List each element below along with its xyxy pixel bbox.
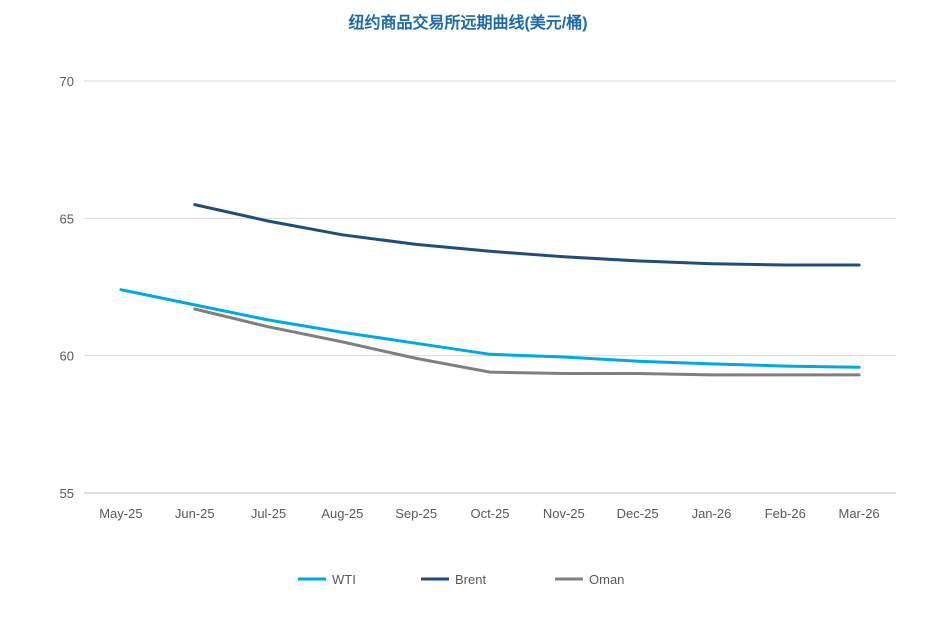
series-line-brent [193, 203, 861, 267]
x-tick-label: May-25 [99, 506, 142, 521]
y-tick-label: 65 [60, 211, 74, 226]
legend-label-brent: Brent [455, 572, 486, 587]
y-tick-label: 70 [60, 74, 74, 89]
x-tick-label: Sep-25 [395, 506, 437, 521]
y-axis-tick-labels: 55 60 65 70 [60, 74, 74, 501]
x-tick-label: Feb-26 [765, 506, 806, 521]
x-tick-label: Jun-25 [175, 506, 215, 521]
x-tick-label: Dec-25 [617, 506, 659, 521]
x-tick-label: Oct-25 [470, 506, 509, 521]
chart-title: 纽约商品交易所远期曲线(美元/桶) [348, 13, 587, 32]
gridlines [84, 80, 896, 494]
series-line-wti [119, 288, 861, 369]
x-axis-tick-labels: May-25 Jun-25 Jul-25 Aug-25 Sep-25 Oct-25 Nov-… [99, 506, 879, 521]
x-tick-label: Jul-25 [251, 506, 286, 521]
series-lines [119, 203, 861, 377]
legend-label-wti: WTI [332, 572, 356, 587]
y-tick-label: 60 [60, 349, 74, 364]
series-line-oman [193, 307, 861, 377]
x-tick-label: Aug-25 [321, 506, 363, 521]
x-tick-label: Mar-26 [838, 506, 879, 521]
legend: WTI Brent Oman [298, 572, 624, 587]
y-tick-label: 55 [60, 486, 74, 501]
x-tick-label: Nov-25 [543, 506, 585, 521]
x-tick-label: Jan-26 [692, 506, 732, 521]
legend-label-oman: Oman [589, 572, 624, 587]
